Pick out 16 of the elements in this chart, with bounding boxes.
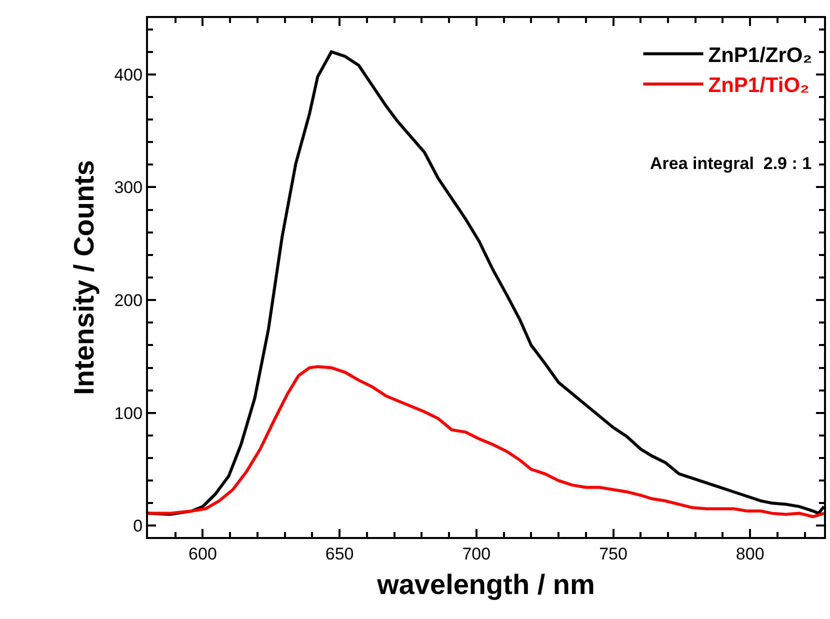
y-tick-label: 300 <box>114 178 143 198</box>
y-axis-title: Intensity / Counts <box>68 160 100 395</box>
x-axis-title: wavelength / nm <box>376 569 595 600</box>
x-tick-label: 650 <box>325 544 354 564</box>
y-tick-label: 200 <box>114 291 143 310</box>
x-tick-label: 750 <box>599 544 628 564</box>
x-tick-label: 700 <box>462 544 491 564</box>
x-tick-label: 600 <box>188 544 217 564</box>
legend-label: ZnP1/ZrO₂ <box>708 44 812 67</box>
line-series <box>148 365 824 518</box>
y-tick-label: 400 <box>114 65 143 84</box>
y-tick-label: 0 <box>133 516 143 536</box>
y-tick-label: 100 <box>114 404 143 423</box>
legend-label: ZnP1/TiO₂ <box>708 74 810 98</box>
x-tick-label: 800 <box>736 544 764 564</box>
annotation: Area integral 2.9 : 1 <box>650 154 812 173</box>
